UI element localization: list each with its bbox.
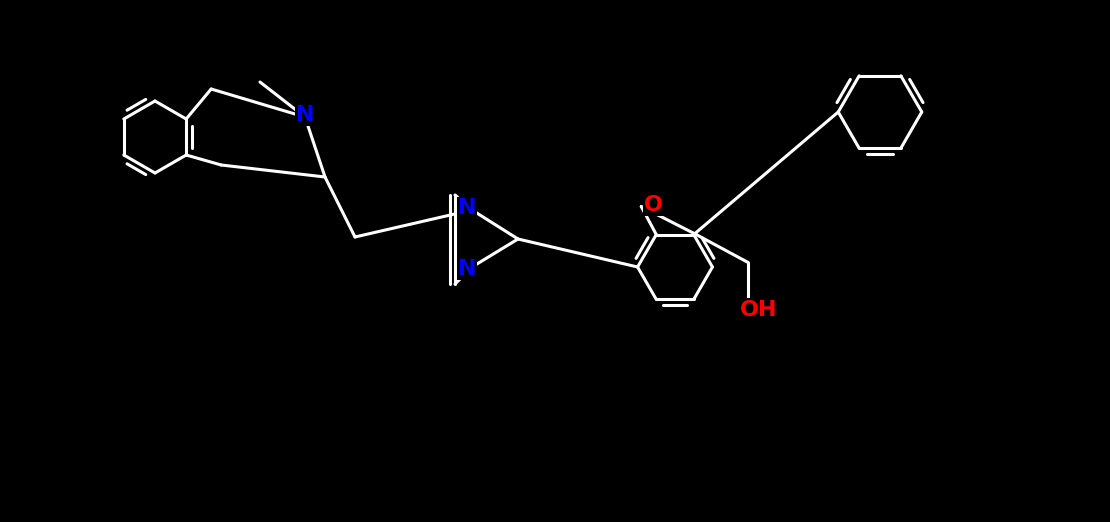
Text: N: N (457, 259, 476, 279)
Text: O: O (644, 195, 663, 215)
Text: N: N (457, 198, 476, 218)
Text: OH: OH (739, 300, 777, 319)
Text: N: N (295, 105, 314, 125)
